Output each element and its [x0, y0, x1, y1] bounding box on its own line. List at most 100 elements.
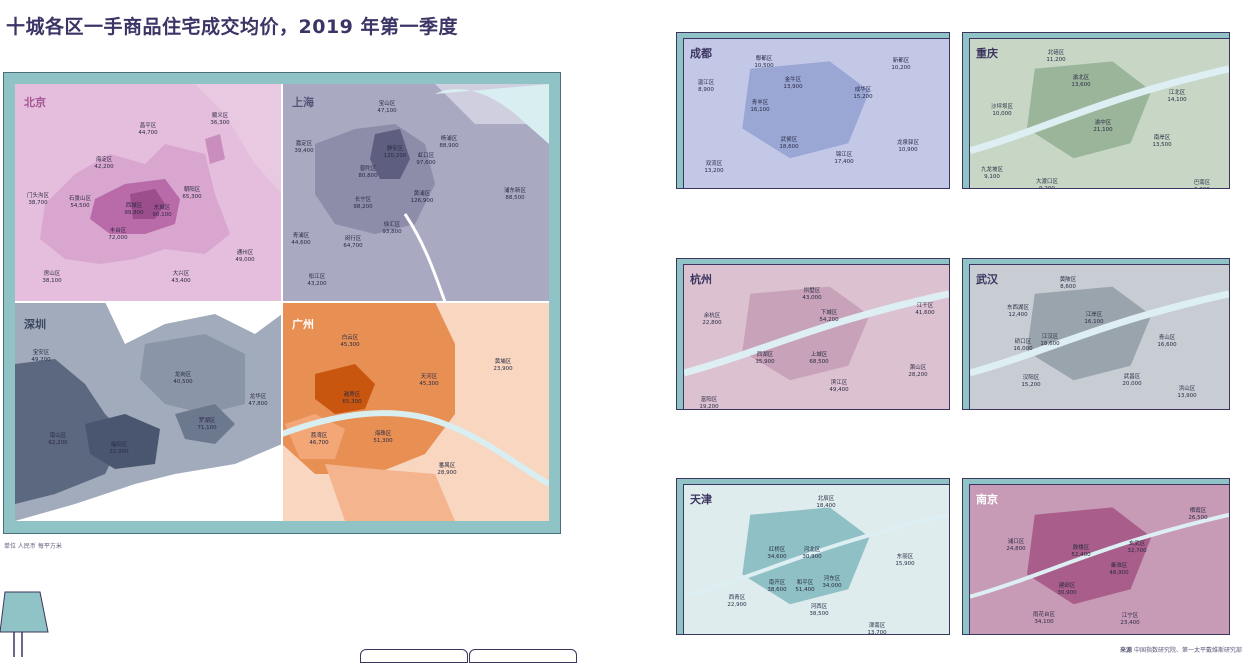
district-price: 49,200 [31, 356, 51, 363]
district-label: 南开区 38,600 [767, 580, 786, 593]
district-name: 沙坪坝区 [990, 104, 1014, 110]
district-name: 昌平区 [139, 123, 157, 129]
district-price: 18,400 [816, 502, 836, 509]
river-hangzhou [684, 290, 949, 377]
district-name: 南山区 [49, 433, 67, 439]
district-label: 大渡口区 9,200 [1035, 179, 1059, 188]
district-name: 东西湖区 [1006, 305, 1030, 311]
city-name-tianjin: 天津 [690, 493, 712, 506]
map-panel-chengdu: 成都 郫都区 10,500 新都区 10,200 温江区 8,900 金牛区 13,900 成华区… [683, 38, 950, 189]
district-label: 西湖区 35,900 [755, 352, 774, 365]
district-price: 51,400 [795, 586, 815, 593]
district-name: 江宁区 [1121, 613, 1139, 619]
district-name: 宝安区 [32, 350, 50, 356]
bottom-tab-2 [469, 649, 577, 663]
district-price: 34,100 [1034, 618, 1054, 625]
district-name: 上城区 [810, 352, 828, 358]
district-name: 九龙坡区 [980, 167, 1004, 173]
district-label: 北辰区 18,400 [816, 496, 835, 509]
district-name: 门头沟区 [26, 193, 50, 199]
map-graphic-wuhan [970, 286, 1229, 381]
district-label: 津南区 13,700 [867, 623, 887, 635]
district-label: 昌平区 44,700 [138, 123, 157, 136]
district-label: 江岸区 16,100 [1084, 312, 1103, 325]
district-label: 青山区 16,600 [1157, 335, 1176, 348]
city-name-chengdu: 成都 [690, 47, 712, 60]
page-title: 十城各区一手商品住宅成交均价，2019 年第一季度 [6, 16, 458, 38]
district-price: 49,000 [235, 256, 255, 263]
district-name: 成华区 [854, 87, 872, 93]
district-label: 南岸区 13,500 [1152, 135, 1171, 148]
district-price: 21,100 [1093, 126, 1113, 133]
district-price: 13,200 [704, 167, 724, 174]
district-label: 西青区 22,900 [727, 595, 746, 608]
district-label: 滨江区 49,400 [829, 380, 848, 393]
source-note: 来源 中国指数研究院、第一太平戴维斯研究部 [1120, 645, 1242, 654]
district-price: 16,000 [1013, 345, 1033, 352]
district-price: 10,900 [898, 146, 918, 153]
tier1-map-panel: 北京 上海 深圳 广州 顺义区 36,300 昌平区 44,700 海淀区 42,200 朝… [15, 84, 549, 521]
district-label: 鼓楼区 52,400 [1071, 545, 1090, 558]
city-name-shanghai: 上海 [292, 96, 314, 109]
city-name-nanjing: 南京 [976, 493, 998, 506]
district-price: 42,200 [94, 163, 114, 170]
district-label: 河北区 30,900 [802, 547, 821, 560]
district-name: 通州区 [236, 250, 254, 256]
district-label: 硚口区 16,000 [1013, 339, 1032, 352]
district-name: 雨花台区 [1032, 612, 1056, 618]
district-price: 43,400 [171, 277, 191, 284]
district-price: 47,800 [248, 400, 268, 407]
map-panel-hangzhou: 杭州 拱墅区 43,000 余杭区 22,800 下城区 54,200 江干区 41,600 西湖… [683, 264, 950, 410]
district-name: 黄浦区 [413, 191, 431, 197]
map-panel-chongqing: 重庆 北碚区 11,200 渝北区 13,600 沙坪坝区 10,000 江北区 14,100 渝… [969, 38, 1230, 189]
district-label: 南山区 62,200 [48, 433, 67, 446]
district-price: 13,700 [867, 629, 887, 635]
district-label: 浦口区 24,800 [1006, 539, 1025, 552]
map-graphic-chongqing [970, 61, 1229, 159]
district-price: 54,200 [819, 316, 839, 323]
district-name: 大兴区 [172, 271, 190, 277]
district-price: 15,200 [853, 93, 873, 100]
district-name: 滨江区 [830, 380, 848, 386]
district-price: 65,300 [342, 398, 362, 405]
district-price: 38,500 [809, 610, 829, 617]
district-price: 28,200 [908, 371, 928, 378]
district-label: 金牛区 13,900 [783, 77, 802, 90]
district-name: 海淀区 [95, 157, 113, 163]
district-label: 天河区 45,300 [419, 374, 438, 387]
district-label: 新都区 10,200 [891, 58, 910, 71]
district-name: 江干区 [916, 303, 934, 309]
district-name: 石景山区 [68, 196, 92, 202]
district-name: 硚口区 [1014, 339, 1032, 345]
district-label: 东城区 90,100 [152, 205, 171, 218]
district-label: 玄武区 32,700 [1127, 541, 1146, 554]
district-name: 玄武区 [1128, 541, 1146, 547]
district-name: 大渡口区 [1035, 179, 1059, 185]
district-price: 71,100 [197, 424, 217, 431]
district-price: 90,100 [152, 211, 172, 218]
district-label: 河西区 38,500 [809, 604, 828, 617]
district-label: 青羊区 16,100 [750, 100, 769, 113]
map-panel-tianjin: 天津 北辰区 18,400 红桥区 34,600 河北区 30,900 东丽区 15,900 南开… [683, 484, 950, 635]
district-price: 52,400 [1071, 551, 1091, 558]
district-label: 九龙坡区 9,100 [981, 167, 1003, 180]
district-price: 32,700 [1127, 547, 1147, 554]
district-name: 巴南区 [1193, 180, 1211, 186]
city-name-shenzhen: 深圳 [24, 318, 46, 331]
district-price: 22,800 [702, 319, 722, 326]
district-price: 72,000 [108, 234, 128, 241]
district-price: 17,400 [834, 158, 854, 165]
district-label: 海淀区 42,200 [94, 157, 113, 170]
map-graphic-nanjing [970, 507, 1229, 605]
district-price: 10,200 [891, 64, 911, 71]
district-price: 30,900 [802, 553, 822, 560]
district-label: 闵行区 64,700 [343, 236, 362, 249]
district-price: 88,900 [439, 142, 459, 149]
district-name: 青山区 [1158, 335, 1176, 341]
district-price: 22,900 [727, 601, 747, 608]
district-label: 上城区 68,500 [809, 352, 828, 365]
district-name: 北辰区 [817, 496, 835, 502]
tier1-map-frame: 北京 上海 深圳 广州 顺义区 36,300 昌平区 44,700 海淀区 42,200 朝… [3, 72, 561, 534]
district-price: 13,600 [1071, 81, 1091, 88]
district-price: 120,200 [383, 152, 407, 159]
